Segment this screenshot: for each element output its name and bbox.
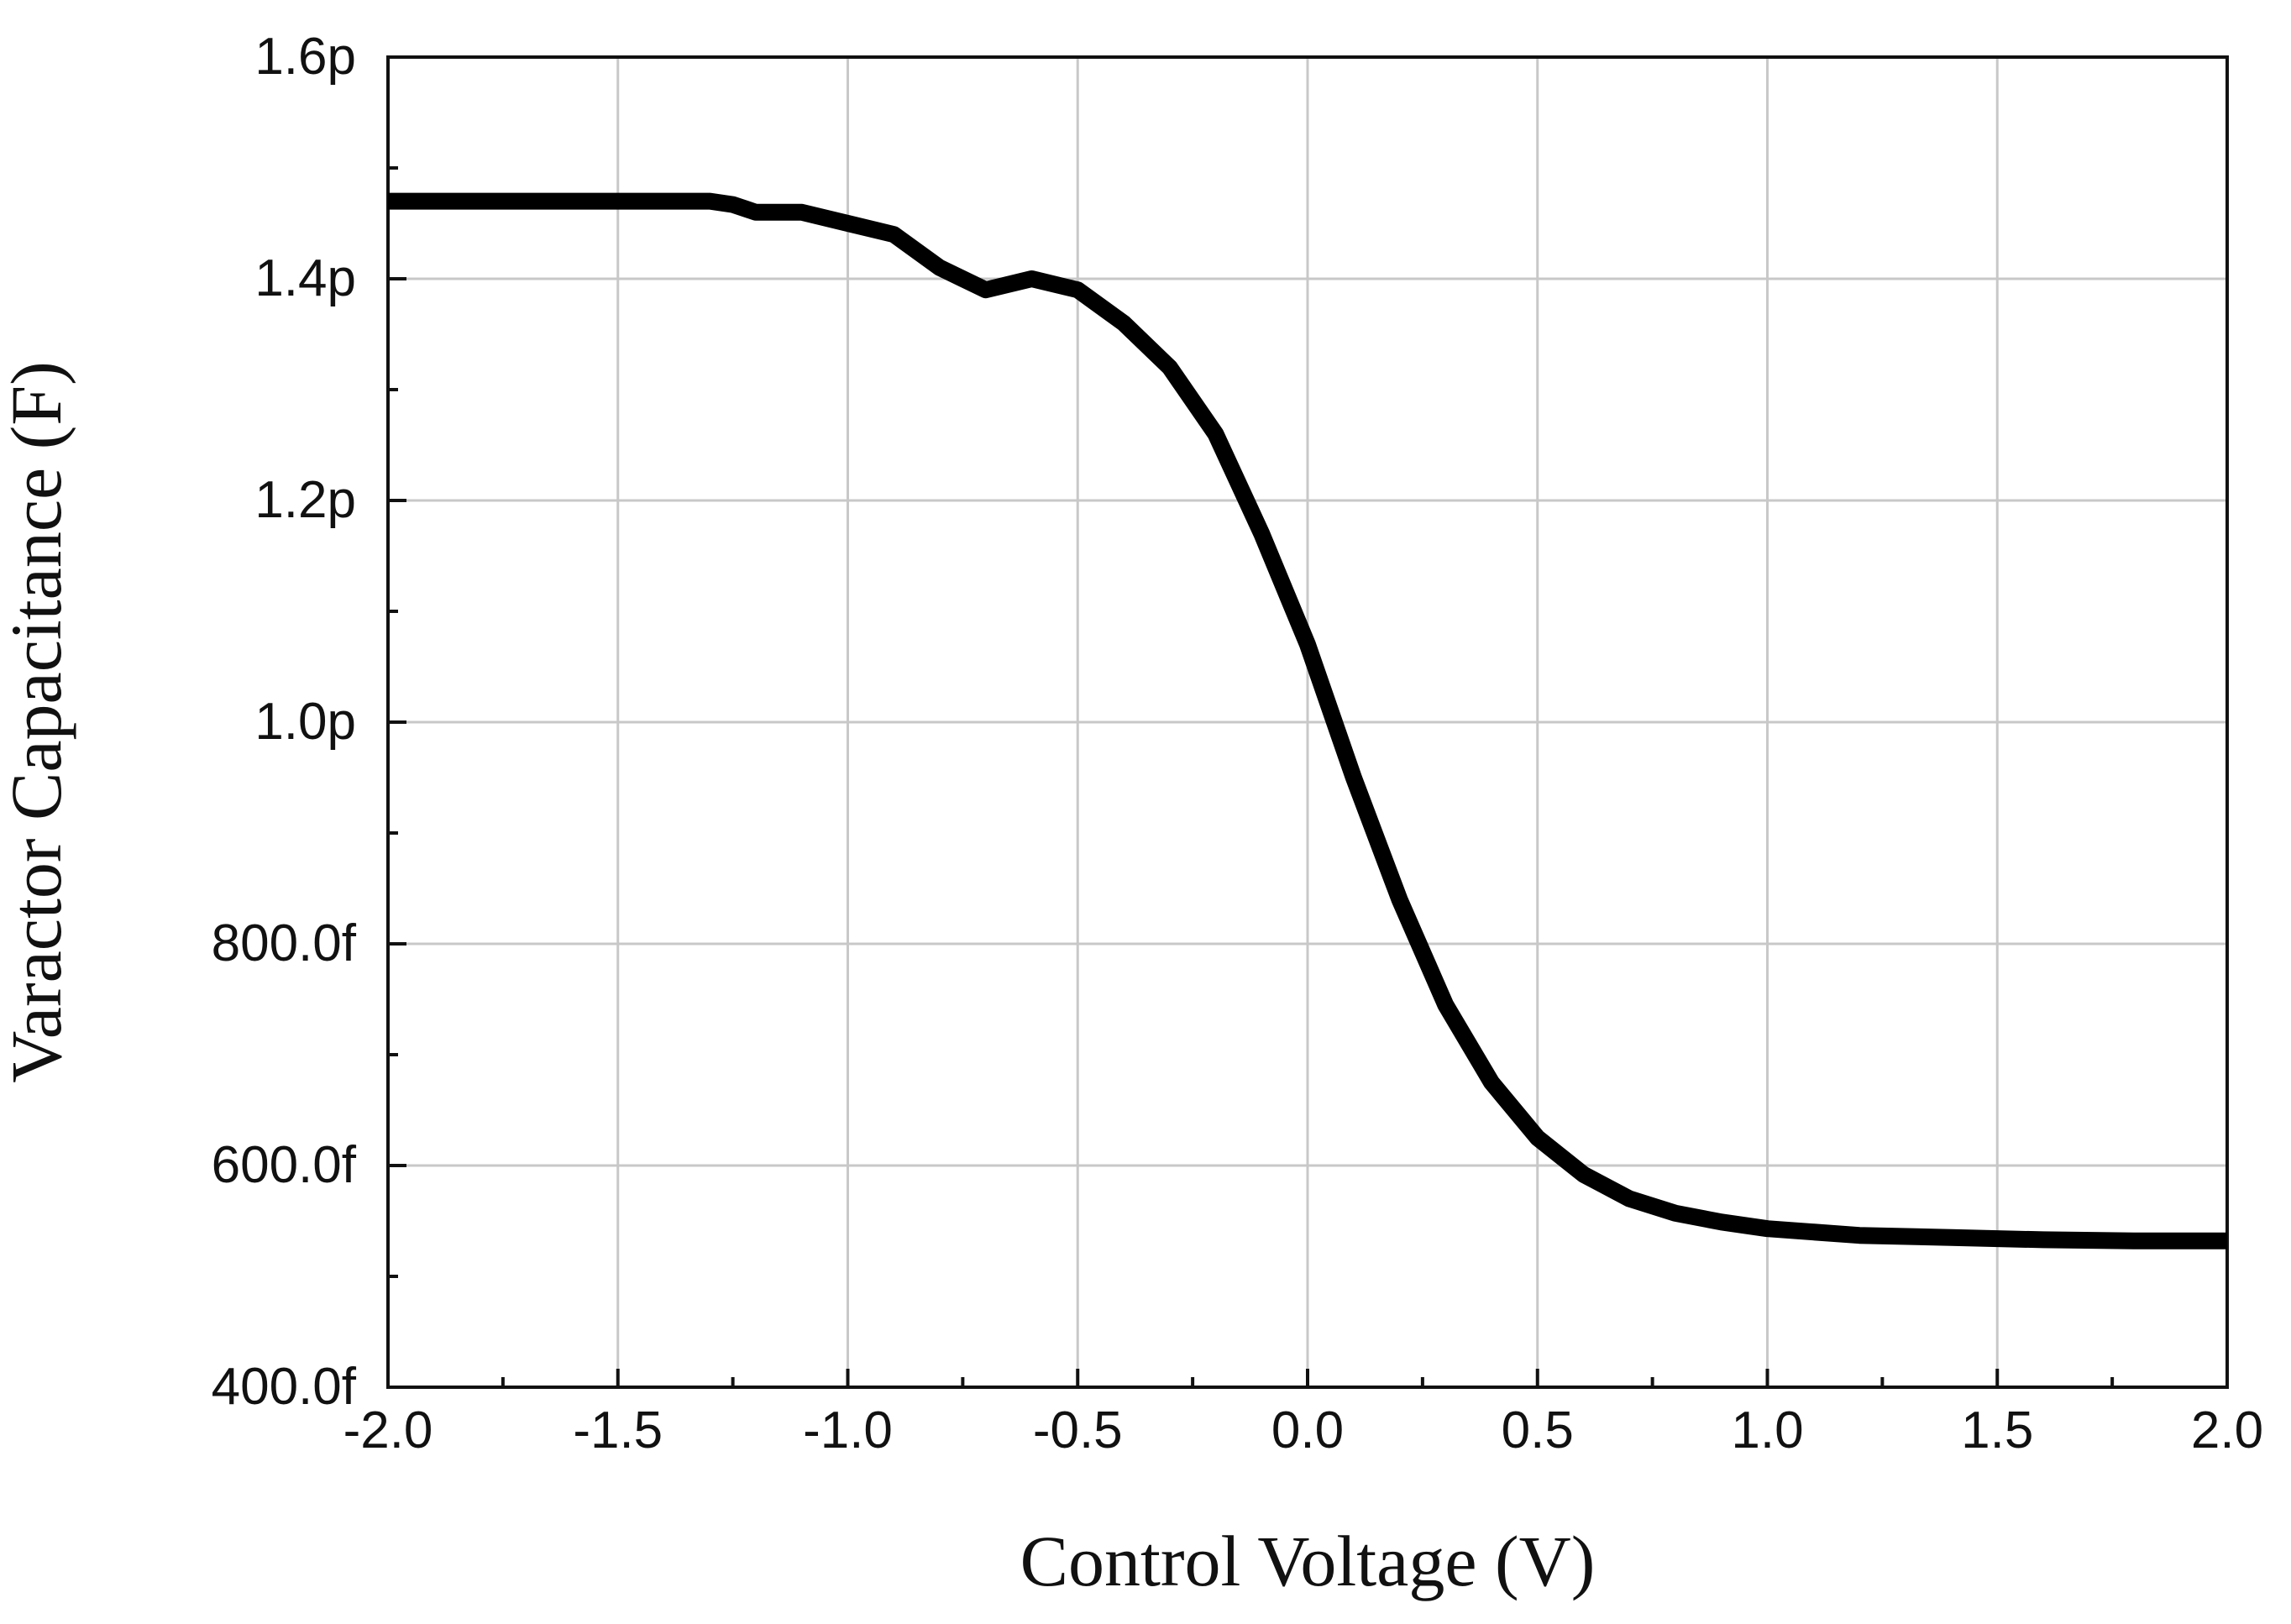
x-tick-label: 1.0	[1731, 1401, 1803, 1459]
x-tick-label: 0.0	[1271, 1401, 1344, 1459]
y-tick-label: 1.0p	[254, 693, 356, 751]
x-tick-label: -1.5	[573, 1401, 663, 1459]
grid-lines	[388, 57, 2227, 1387]
x-tick-label: 1.5	[1961, 1401, 2033, 1459]
y-axis-title: Varactor Capacitance (F)	[0, 361, 76, 1083]
plot-frame	[386, 55, 2229, 1389]
y-tick-label: 1.2p	[254, 471, 356, 529]
capacitance-curve	[388, 192, 2227, 1249]
minor-ticks	[388, 166, 2115, 1387]
x-tick-label: 2.0	[2191, 1401, 2263, 1459]
x-axis-title: Control Voltage (V)	[1020, 1521, 1596, 1601]
x-tick-label: 0.5	[1502, 1401, 1574, 1459]
x-tick-label: -1.0	[803, 1401, 893, 1459]
y-tick-labels: 400.0f 600.0f 800.0f 1.0p 1.2p 1.4p 1.6p	[212, 28, 357, 1416]
y-tick-label: 1.6p	[254, 28, 356, 86]
x-tick-label: -0.5	[1033, 1401, 1123, 1459]
x-tick-labels: -2.0 -1.5 -1.0 -0.5 0.0 0.5 1.0 1.5 2.0	[343, 1401, 2264, 1459]
y-tick-label: 600.0f	[212, 1136, 357, 1194]
y-tick-label: 400.0f	[212, 1358, 357, 1416]
y-tick-label: 1.4p	[254, 249, 356, 307]
y-tick-label: 800.0f	[212, 914, 357, 972]
x-tick-label: -2.0	[343, 1401, 433, 1459]
